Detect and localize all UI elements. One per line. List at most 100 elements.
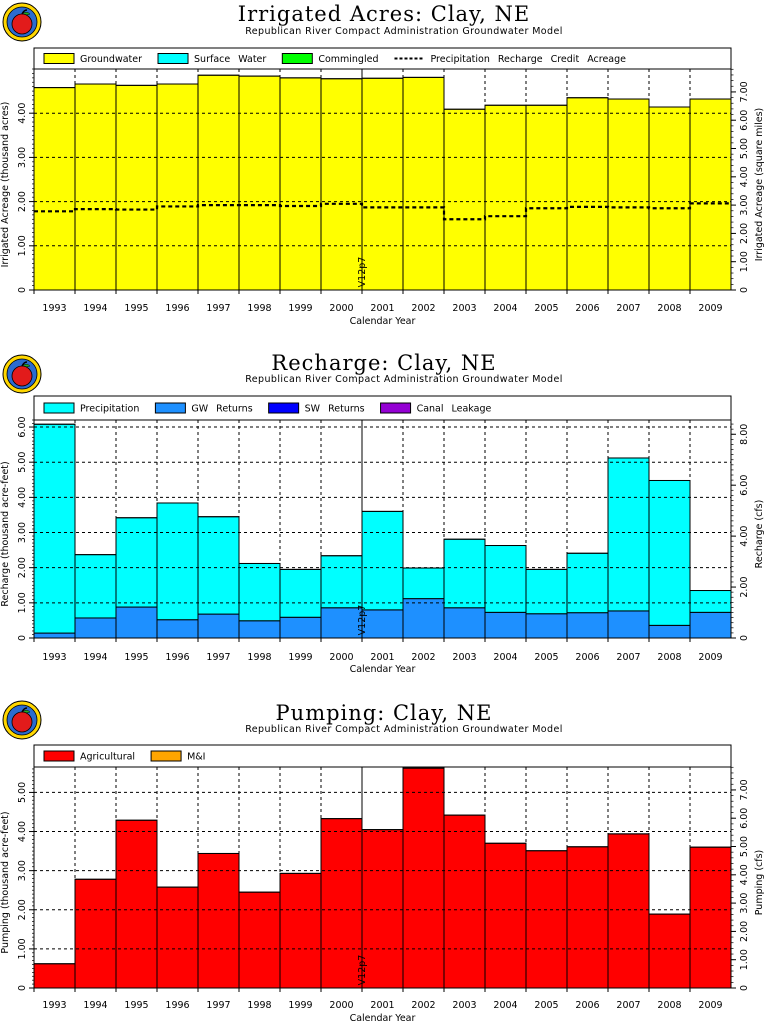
x-tick-label: 2001 — [370, 652, 394, 663]
chart-title: Irrigated Acres: Clay, NE — [237, 2, 531, 26]
bar-segment — [689, 98, 732, 291]
legend-swatch — [43, 402, 75, 414]
bar-segment — [238, 891, 281, 989]
y2-tick-label: 0 — [739, 287, 750, 293]
y-tick-label: 3.00 — [17, 860, 28, 881]
y2-tick-label: 1.00 — [739, 251, 750, 272]
bar-segment — [361, 510, 404, 611]
bar-segment — [607, 610, 650, 639]
y2-axis-title: Irrigated Acreage (square miles) — [754, 108, 765, 262]
x-tick-label: 2001 — [370, 1000, 394, 1011]
bar-segment — [525, 613, 568, 639]
legend-label: Canal Leakage — [417, 404, 492, 415]
legend-swatch — [43, 750, 75, 762]
y2-tick-label: 7.00 — [739, 779, 750, 800]
legend-label: M&I — [187, 752, 205, 763]
bar-segment — [74, 878, 117, 989]
legend-label: Surface Water — [194, 54, 266, 65]
y-tick-label: 3.00 — [17, 147, 28, 168]
x-tick-label: 2007 — [616, 652, 640, 663]
series-precipitation — [33, 423, 732, 634]
y2-axis-title: Recharge (cfs) — [754, 500, 765, 569]
x-tick-label: 2006 — [575, 303, 599, 314]
bar-segment — [443, 108, 486, 291]
x-tick-label: 2004 — [493, 652, 517, 663]
legend-label: Groundwater — [80, 54, 142, 65]
bar-segment — [443, 607, 486, 639]
y-tick-label: 2.00 — [17, 899, 28, 920]
legend-swatch — [281, 53, 313, 64]
x-tick-label: 2003 — [452, 303, 476, 314]
y-tick-label: 0 — [17, 985, 28, 991]
x-tick-label: 1997 — [206, 1000, 230, 1011]
y2-tick-label: 4.00 — [739, 864, 750, 885]
bar-segment — [402, 767, 445, 989]
y-tick-label: 4.00 — [17, 821, 28, 842]
x-tick-label: 2003 — [452, 1000, 476, 1011]
legend: Groundwater Surface Water Commingled Precip… — [43, 53, 626, 65]
plot-frame — [33, 47, 732, 291]
y-axis-left: 0 1.00 2.00 3.00 4.00 — [17, 68, 34, 293]
x-tick-label: 1993 — [42, 652, 66, 663]
chart-subtitle: Republican River Compact Administration … — [245, 374, 563, 385]
bar-segment — [648, 479, 691, 626]
bar-segment — [74, 83, 117, 291]
chart-subtitle: Republican River Compact Administration … — [245, 724, 563, 735]
x-tick-label: 1993 — [42, 1000, 66, 1011]
series-outline — [33, 767, 732, 988]
y2-tick-label: 0 — [739, 985, 750, 991]
x-tick-label: 2009 — [698, 303, 722, 314]
x-axis: 1993 1994 1995 1996 1997 1998 1999 2000 2001 2002… — [33, 638, 723, 663]
y2-axis-title: Pumping (cfs) — [754, 850, 765, 916]
x-axis-title: Calendar Year — [350, 316, 416, 327]
x-tick-label: 1995 — [124, 303, 148, 314]
bar-segment — [648, 624, 691, 639]
x-axis-title: Calendar Year — [350, 664, 416, 675]
y-tick-label: 2.00 — [17, 191, 28, 212]
recharge-panel: Recharge: Clay, NE Republican River Comp… — [0, 346, 768, 682]
legend-swatch — [157, 53, 189, 64]
legend-swatch — [268, 402, 300, 414]
legend-swatch — [380, 402, 412, 414]
y2-tick-label: 4.00 — [739, 526, 750, 547]
apple-logo-icon — [2, 2, 42, 42]
bar-segment — [279, 616, 322, 639]
x-tick-label: 2000 — [329, 1000, 353, 1011]
bar-segment — [156, 83, 199, 291]
y2-tick-label: 5.00 — [739, 836, 750, 857]
bar-segment — [320, 607, 363, 639]
x-tick-label: 1999 — [288, 652, 312, 663]
legend-swatch — [43, 53, 75, 64]
bar-segment — [238, 620, 281, 639]
x-tick-label: 2002 — [411, 303, 435, 314]
chart-title: Pumping: Clay, NE — [275, 701, 493, 725]
x-tick-label: 1996 — [165, 303, 189, 314]
bar-segment — [607, 98, 650, 291]
x-tick-label: 2004 — [493, 303, 517, 314]
chart-subtitle: Republican River Compact Administration … — [245, 26, 563, 37]
legend-label: Agricultural — [80, 752, 135, 763]
bar-segment — [279, 872, 322, 989]
x-tick-label: 1993 — [42, 303, 66, 314]
x-tick-label: 1999 — [288, 1000, 312, 1011]
bar-segment — [607, 457, 650, 612]
x-tick-label: 1994 — [83, 303, 107, 314]
legend: Agricultural M&I — [43, 750, 205, 763]
x-tick-label: 1998 — [247, 303, 271, 314]
y-axis-title: Recharge (thousand acre-feet) — [0, 461, 11, 606]
y-tick-label: 4.00 — [17, 487, 28, 508]
y2-tick-label: 8.00 — [739, 424, 750, 445]
x-tick-label: 1994 — [83, 652, 107, 663]
bar-segment — [566, 97, 609, 291]
bar-segment — [74, 617, 117, 639]
series-groundwater — [33, 74, 732, 291]
bar-segment — [484, 611, 527, 639]
x-tick-label: 1995 — [124, 652, 148, 663]
y-tick-label: 1.00 — [17, 938, 28, 959]
x-tick-label: 1997 — [206, 303, 230, 314]
bar-segment — [443, 814, 486, 989]
bar-segment — [525, 850, 568, 989]
x-tick-label: 2002 — [411, 652, 435, 663]
y-axis-title: Pumping (thousand acre-feet) — [0, 811, 11, 953]
x-tick-label: 1999 — [288, 303, 312, 314]
